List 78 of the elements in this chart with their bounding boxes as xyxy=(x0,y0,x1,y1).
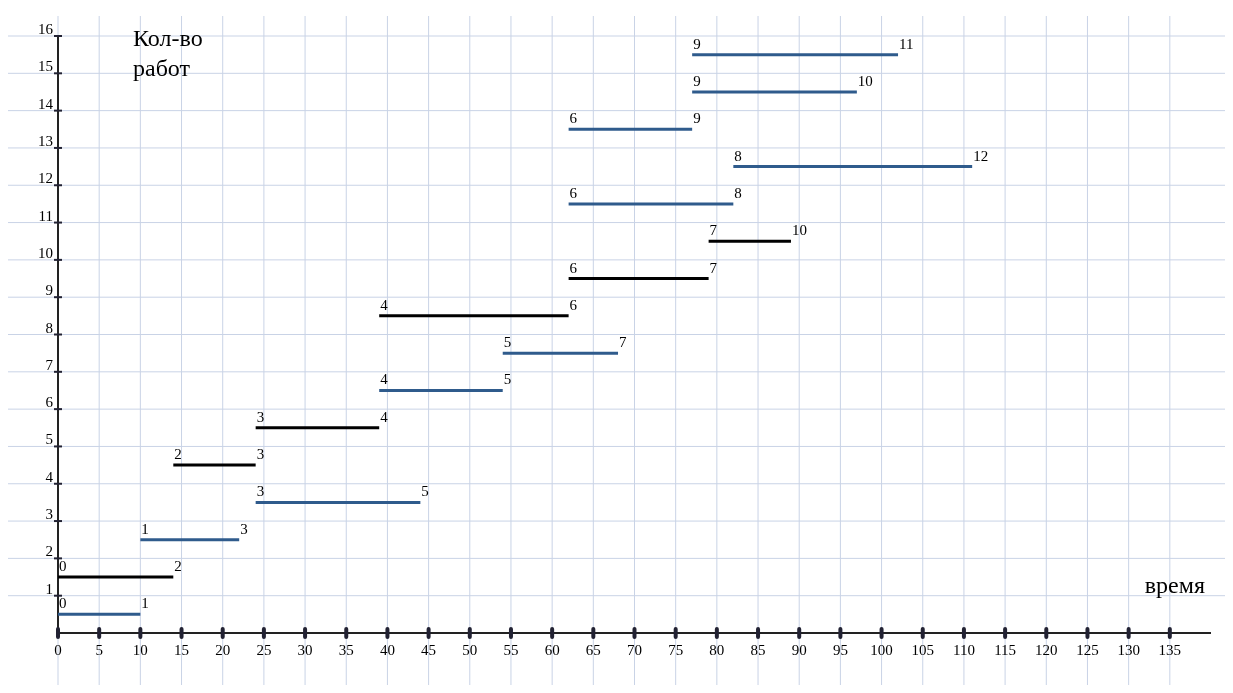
annotation: 10 xyxy=(857,72,873,89)
annotation: 3 xyxy=(240,520,248,537)
x-tick-label: 15 xyxy=(174,642,190,658)
annotation: 3 xyxy=(256,408,265,425)
annotation: 1 xyxy=(141,595,149,612)
annotation: 0 xyxy=(59,558,67,575)
y-tick-label: 12 xyxy=(38,170,53,187)
x-tick-label: 75 xyxy=(668,642,684,658)
annotation: 8 xyxy=(734,147,742,164)
annotation: 4 xyxy=(380,296,389,313)
annotation: 9 xyxy=(693,35,701,52)
annotation: 12 xyxy=(973,147,989,164)
y-tick-label: 10 xyxy=(38,244,53,261)
x-tick-label: 60 xyxy=(544,642,560,658)
annotation: 6 xyxy=(569,110,578,127)
x-tick-label: 5 xyxy=(95,642,103,658)
annotation: 5 xyxy=(503,334,512,351)
y-tick-label: 3 xyxy=(45,506,53,523)
annotation: 3 xyxy=(256,483,265,500)
annotation: 7 xyxy=(619,334,628,351)
x-tick-label: 25 xyxy=(256,642,272,658)
x-tick-label: 90 xyxy=(791,642,807,658)
y-tick-label: 8 xyxy=(45,319,53,336)
x-tick-label: 35 xyxy=(338,642,354,658)
x-tick-label: 115 xyxy=(994,642,1017,658)
y-tick-label: 13 xyxy=(38,132,53,149)
annotation: 5 xyxy=(503,371,512,388)
x-tick-label: 55 xyxy=(503,642,519,658)
annotation: 2 xyxy=(174,446,182,463)
annotation: 2 xyxy=(174,558,182,575)
x-tick-label: 30 xyxy=(297,642,313,658)
annotation: 6 xyxy=(569,296,578,313)
x-tick-label: 70 xyxy=(627,642,642,658)
y-tick-label: 1 xyxy=(45,580,53,597)
y-axis-title: Кол-во работ xyxy=(133,25,203,81)
x-tick-label: 65 xyxy=(585,642,601,658)
annotation: 5 xyxy=(421,483,429,500)
x-tick-label: 105 xyxy=(911,642,934,658)
annotation: 3 xyxy=(256,446,265,463)
annotation: 6 xyxy=(569,184,578,201)
annotation: 4 xyxy=(380,371,389,388)
annotation: 11 xyxy=(899,35,914,52)
annotation: 8 xyxy=(734,184,742,201)
x-tick-label: 45 xyxy=(421,642,437,658)
x-tick-label: 50 xyxy=(462,642,478,658)
annotation: 10 xyxy=(791,222,807,239)
x-tick-label: 85 xyxy=(750,642,766,658)
x-tick-label: 95 xyxy=(832,642,848,658)
y-tick-label: 5 xyxy=(45,431,53,448)
annotation: 6 xyxy=(569,259,578,276)
annotation: 7 xyxy=(709,259,718,276)
y-tick-label: 11 xyxy=(38,207,53,224)
annotation: 7 xyxy=(709,222,718,239)
x-tick-label: 80 xyxy=(709,642,725,658)
x-tick-label: 10 xyxy=(132,642,148,658)
annotation: 4 xyxy=(380,408,389,425)
annotation: 9 xyxy=(693,72,701,89)
x-tick-label: 130 xyxy=(1117,642,1140,658)
y-tick-label: 7 xyxy=(45,356,54,373)
annotation: 9 xyxy=(693,110,701,127)
x-tick-label: 100 xyxy=(870,642,893,658)
x-tick-label: 120 xyxy=(1035,642,1058,658)
annotation: 0 xyxy=(59,595,67,612)
annotation: 1 xyxy=(141,520,149,537)
x-tick-label: 135 xyxy=(1158,642,1182,658)
y-tick-label: 6 xyxy=(45,394,54,411)
x-tick-label: 20 xyxy=(215,642,231,658)
x-tick-label: 125 xyxy=(1076,642,1099,658)
x-tick-label: 110 xyxy=(952,642,975,658)
y-tick-label: 9 xyxy=(45,282,53,299)
y-tick-label: 2 xyxy=(45,543,53,560)
y-tick-label: 14 xyxy=(38,95,54,112)
x-tick-label: 40 xyxy=(379,642,395,658)
x-axis-title: время xyxy=(1144,572,1205,598)
y-tick-label: 16 xyxy=(38,21,54,37)
y-tick-label: 4 xyxy=(45,468,54,485)
x-tick-label: 0 xyxy=(54,642,62,658)
y-tick-label: 15 xyxy=(38,58,53,75)
